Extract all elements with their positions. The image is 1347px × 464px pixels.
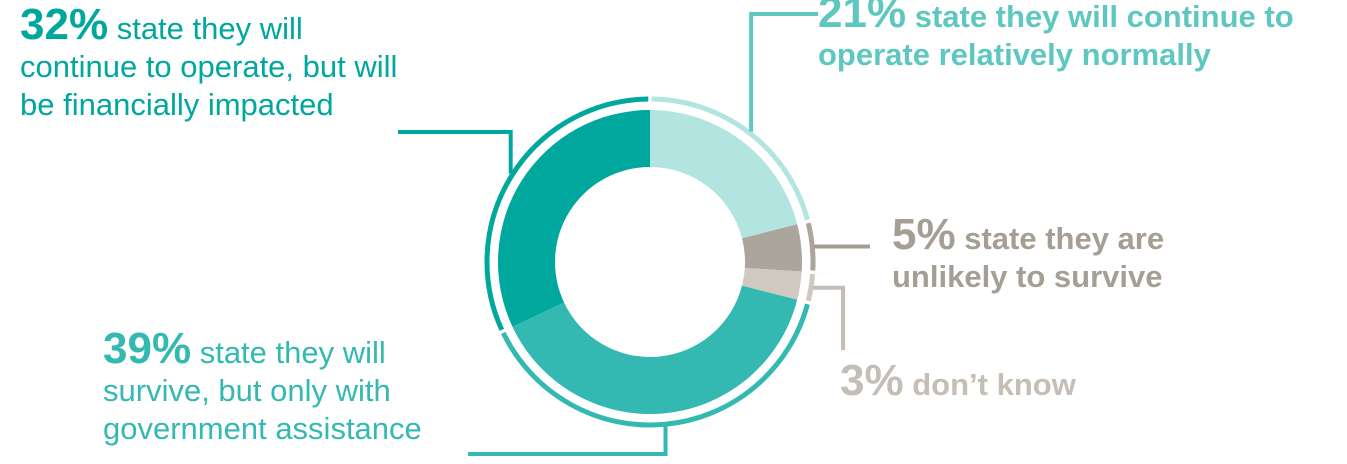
slice-label-39-text-2: survive, but only with bbox=[103, 373, 391, 408]
slice-label-39-pct: 39% bbox=[103, 324, 192, 373]
outer-ring-arc-32 bbox=[484, 96, 649, 331]
leader-line-32 bbox=[398, 130, 513, 174]
slice-label-32-line-1: 32% state they will bbox=[20, 3, 397, 48]
slice-label-5-text-1: state they are bbox=[964, 221, 1165, 256]
slice-label-39: 39% state they will survive, but only wi… bbox=[103, 327, 422, 448]
slice-label-3-text-1: don’t know bbox=[912, 367, 1076, 402]
outer-ring-arc-21 bbox=[651, 96, 810, 221]
outer-ring-arc-39 bbox=[500, 303, 810, 428]
slice-label-3-line-1: 3% don’t know bbox=[840, 359, 1076, 404]
slice-label-5-text-2: unlikely to survive bbox=[892, 259, 1163, 294]
slice-label-21-text-1: state they will continue to bbox=[914, 0, 1294, 34]
slice-label-5-pct: 5% bbox=[892, 210, 956, 259]
slice-label-21-pct: 21% bbox=[818, 0, 907, 37]
slice-label-5: 5% state they are unlikely to survive bbox=[892, 213, 1165, 296]
slice-label-21-text-2: operate relatively normally bbox=[818, 37, 1211, 72]
donut-slice-32 bbox=[498, 109, 650, 327]
slice-label-39-text-3: government assistance bbox=[103, 411, 422, 446]
slice-label-21-line-1: 21% state they will continue to bbox=[818, 0, 1294, 36]
slice-label-21: 21% state they will continue to operate … bbox=[818, 0, 1294, 74]
outer-ring-arc-3 bbox=[805, 273, 816, 302]
donut-slice-39 bbox=[512, 285, 798, 414]
slice-label-32-pct: 32% bbox=[20, 0, 109, 49]
slice-label-32-text-2: continue to operate, but will bbox=[20, 49, 398, 84]
slice-label-32-text-1: state they will bbox=[116, 11, 303, 46]
slice-label-39-text-1: state they will bbox=[199, 335, 386, 370]
leader-line-39 bbox=[468, 426, 668, 456]
outer-ring-arc-5 bbox=[805, 222, 816, 271]
donut-slice-3 bbox=[742, 267, 802, 300]
slice-label-39-line-1: 39% state they will bbox=[103, 327, 422, 372]
donut-slice-5 bbox=[742, 224, 803, 272]
slice-label-32-text-3: be financially impacted bbox=[20, 87, 334, 122]
leader-line-3 bbox=[812, 285, 845, 350]
leader-line-21 bbox=[749, 12, 818, 132]
slice-label-32: 32% state they will continue to operate,… bbox=[20, 3, 398, 124]
donut-slice-21 bbox=[650, 110, 798, 239]
slice-label-3-pct: 3% bbox=[840, 356, 904, 405]
slice-label-3: 3% don’t know bbox=[840, 359, 1076, 404]
slice-label-5-line-1: 5% state they are bbox=[892, 213, 1165, 258]
